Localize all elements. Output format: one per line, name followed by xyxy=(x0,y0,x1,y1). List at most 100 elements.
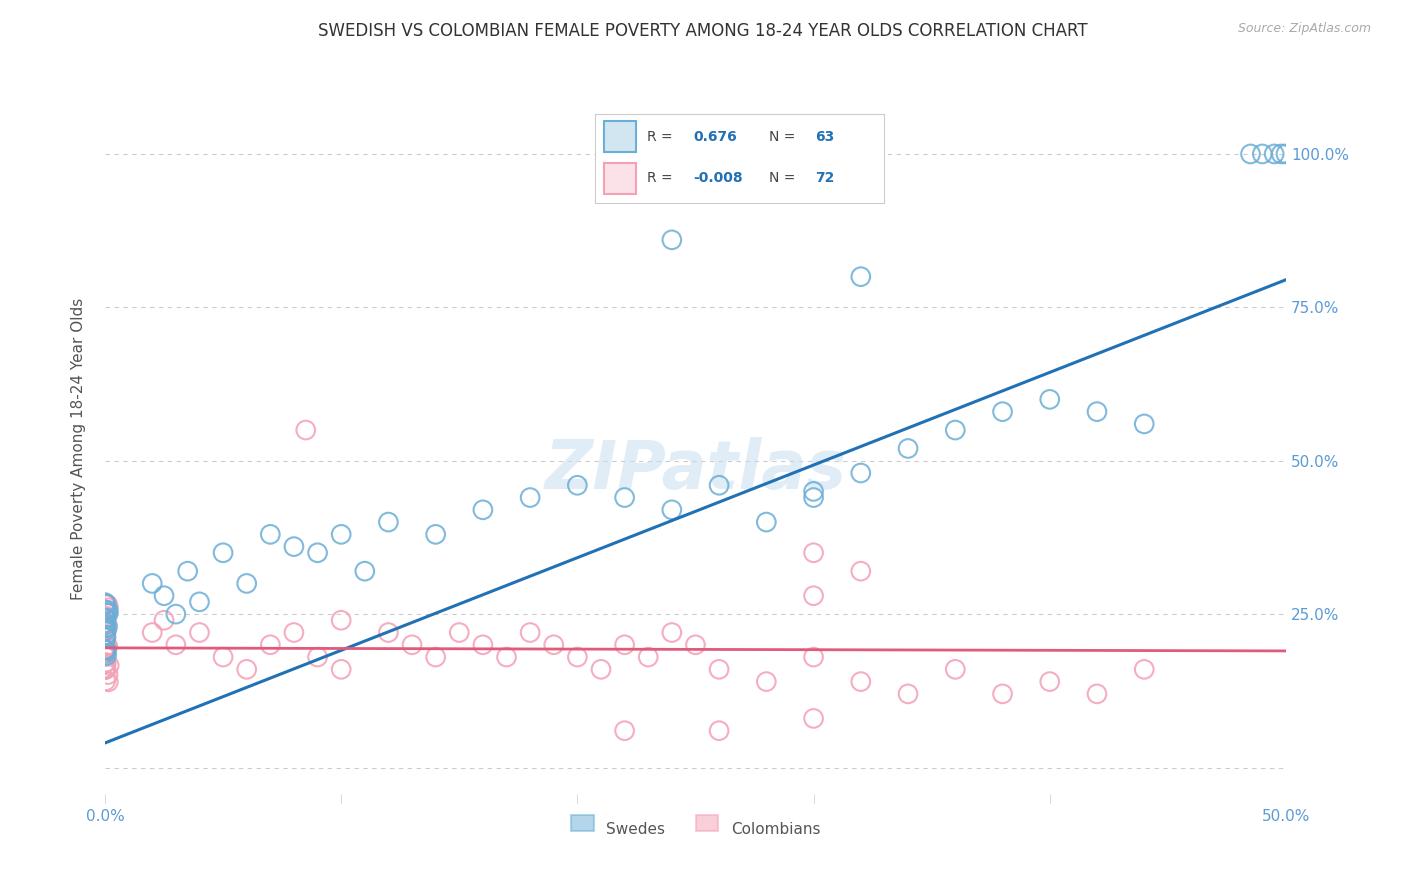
Point xyxy=(897,687,920,701)
Point xyxy=(1239,147,1261,161)
Point xyxy=(94,663,117,677)
Point xyxy=(94,646,117,660)
Point xyxy=(94,643,117,657)
Point xyxy=(377,625,399,640)
Point xyxy=(471,503,494,517)
Point xyxy=(94,612,117,626)
Point xyxy=(377,515,399,529)
Point xyxy=(96,620,118,634)
Point xyxy=(97,600,120,615)
Point xyxy=(97,667,120,681)
Point xyxy=(897,442,920,456)
Point xyxy=(141,576,163,591)
Point xyxy=(330,613,353,627)
Point xyxy=(94,630,117,644)
Point xyxy=(685,638,707,652)
Point xyxy=(803,589,825,603)
Point xyxy=(94,621,117,635)
Point xyxy=(94,610,117,624)
Point xyxy=(212,650,235,665)
Point xyxy=(1039,674,1062,689)
Point xyxy=(165,607,187,621)
Point xyxy=(96,605,118,619)
Point xyxy=(97,607,120,621)
Point xyxy=(567,478,589,492)
Point xyxy=(94,596,117,610)
Point xyxy=(94,631,117,645)
Point xyxy=(94,673,117,688)
Point xyxy=(235,662,257,676)
Point xyxy=(637,650,659,665)
Point xyxy=(567,650,589,665)
Point xyxy=(283,625,305,640)
Point xyxy=(259,638,281,652)
Point xyxy=(661,233,683,247)
Point xyxy=(803,650,825,665)
Point xyxy=(94,603,117,617)
Point xyxy=(330,527,353,541)
Point xyxy=(1263,147,1285,161)
Point xyxy=(1270,147,1292,161)
Point xyxy=(94,597,117,611)
Text: SWEDISH VS COLOMBIAN FEMALE POVERTY AMONG 18-24 YEAR OLDS CORRELATION CHART: SWEDISH VS COLOMBIAN FEMALE POVERTY AMON… xyxy=(318,22,1088,40)
Point xyxy=(707,662,730,676)
Point xyxy=(307,546,329,560)
Point xyxy=(176,564,198,578)
Point xyxy=(94,656,117,670)
Point xyxy=(94,642,117,657)
Point xyxy=(153,589,176,603)
Point xyxy=(495,650,517,665)
Point xyxy=(94,630,117,644)
Point xyxy=(589,662,612,676)
Point xyxy=(425,527,447,541)
Point xyxy=(849,269,872,284)
Point xyxy=(991,687,1014,701)
Point xyxy=(94,615,117,630)
Point xyxy=(188,625,211,640)
Point xyxy=(212,546,235,560)
Point xyxy=(94,662,117,676)
Y-axis label: Female Poverty Among 18-24 Year Olds: Female Poverty Among 18-24 Year Olds xyxy=(72,297,86,599)
Point xyxy=(943,662,966,676)
Point xyxy=(96,611,118,625)
Point xyxy=(803,546,825,560)
Point xyxy=(96,623,118,637)
Point xyxy=(1085,404,1108,418)
Point xyxy=(849,564,872,578)
Text: ZIPatlas: ZIPatlas xyxy=(544,437,846,503)
Point xyxy=(96,656,118,670)
Point xyxy=(94,649,117,664)
Point xyxy=(94,597,117,611)
Point xyxy=(943,423,966,437)
Point xyxy=(96,643,118,657)
Point xyxy=(1133,662,1156,676)
Point xyxy=(94,661,117,675)
Point xyxy=(543,638,565,652)
Point xyxy=(94,662,117,676)
Point xyxy=(1275,147,1298,161)
Point xyxy=(849,674,872,689)
Point xyxy=(353,564,375,578)
Point xyxy=(1251,147,1274,161)
Point xyxy=(96,617,118,632)
Point xyxy=(755,674,778,689)
Point xyxy=(94,618,117,632)
Point xyxy=(96,607,118,621)
Point xyxy=(98,658,121,673)
Point xyxy=(849,466,872,480)
Point xyxy=(94,624,117,638)
Point xyxy=(1085,687,1108,701)
Point xyxy=(519,491,541,505)
Point xyxy=(294,423,316,437)
Point xyxy=(661,625,683,640)
Point xyxy=(613,723,636,738)
Point xyxy=(97,674,120,689)
Point xyxy=(803,484,825,499)
Point xyxy=(165,638,187,652)
Point xyxy=(803,491,825,505)
Point xyxy=(94,628,117,642)
Point xyxy=(94,642,117,657)
Point xyxy=(141,625,163,640)
Point xyxy=(991,404,1014,418)
Point xyxy=(803,711,825,725)
